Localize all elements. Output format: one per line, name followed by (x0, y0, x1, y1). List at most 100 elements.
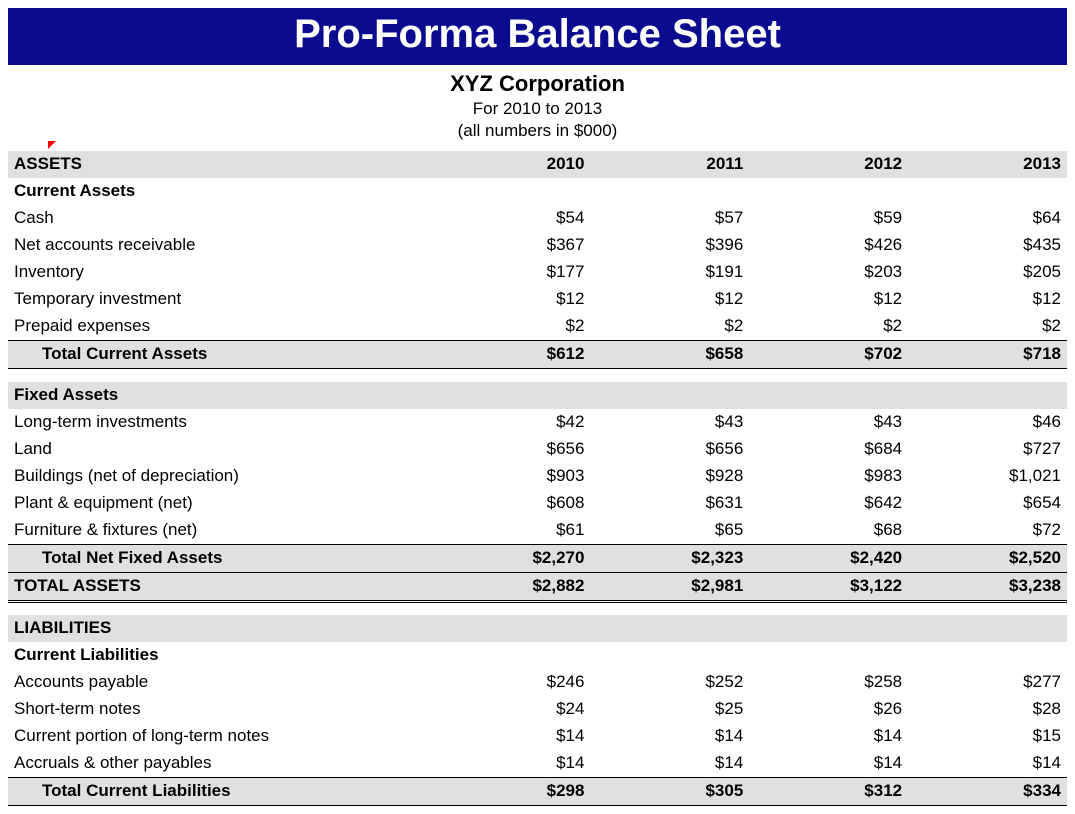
table-row: Accruals & other payables$14$14$14$14 (8, 750, 1067, 777)
row-label: Long-term investments (8, 409, 432, 436)
row-label: Prepaid expenses (8, 313, 432, 340)
cell-value: $298 (432, 777, 591, 805)
row-label: Cash (8, 205, 432, 232)
cell-value: $312 (749, 777, 908, 805)
cell-value: $2,882 (432, 572, 591, 601)
current-assets-title: Current Assets (8, 178, 1067, 205)
table-row: Short-term notes$24$25$26$28 (8, 696, 1067, 723)
cell-value: $642 (749, 490, 908, 517)
cell-value: $68 (749, 517, 908, 544)
cell-value: $3,238 (908, 572, 1067, 601)
cell-value: $14 (749, 750, 908, 777)
cell-value: $631 (590, 490, 749, 517)
title-text: Pro-Forma Balance Sheet (294, 12, 781, 56)
cell-value: $177 (432, 259, 591, 286)
cell-value: $2,981 (590, 572, 749, 601)
cell-value: $656 (590, 436, 749, 463)
cell-value: $191 (590, 259, 749, 286)
table-row: Net accounts receivable$367$396$426$435 (8, 232, 1067, 259)
cell-value: $15 (908, 723, 1067, 750)
table-row: Current portion of long-term notes$14$14… (8, 723, 1067, 750)
cell-value: $42 (432, 409, 591, 436)
year-2013: 2013 (908, 151, 1067, 178)
cell-value: $396 (590, 232, 749, 259)
table-row: Long-term investments$42$43$43$46 (8, 409, 1067, 436)
current-liabilities-header: Current Liabilities (8, 642, 1067, 669)
cell-value: $2,323 (590, 544, 749, 572)
table-row: Inventory$177$191$203$205 (8, 259, 1067, 286)
year-2010: 2010 (432, 151, 591, 178)
cell-value: $258 (749, 669, 908, 696)
row-label: Land (8, 436, 432, 463)
cell-value: $2 (908, 313, 1067, 340)
fixed-assets-header-row: Fixed Assets (8, 382, 1067, 409)
cell-value: $64 (908, 205, 1067, 232)
cell-value: $61 (432, 517, 591, 544)
cell-value: $654 (908, 490, 1067, 517)
table-row: Prepaid expenses$2$2$2$2 (8, 313, 1067, 340)
total-fixed-assets-row: Total Net Fixed Assets $2,270 $2,323 $2,… (8, 544, 1067, 572)
cell-comment-marker-icon (8, 141, 1067, 151)
row-label: Temporary investment (8, 286, 432, 313)
fixed-assets-title: Fixed Assets (8, 382, 1067, 409)
row-label: Short-term notes (8, 696, 432, 723)
total-current-assets-label: Total Current Assets (8, 340, 432, 368)
cell-value: $65 (590, 517, 749, 544)
cell-value: $54 (432, 205, 591, 232)
cell-value: $2,520 (908, 544, 1067, 572)
cell-value: $59 (749, 205, 908, 232)
cell-value: $612 (432, 340, 591, 368)
total-fixed-assets-label: Total Net Fixed Assets (8, 544, 432, 572)
row-label: Inventory (8, 259, 432, 286)
current-liabilities-title: Current Liabilities (8, 642, 1067, 669)
row-label: Plant & equipment (net) (8, 490, 432, 517)
cell-value: $2 (432, 313, 591, 340)
table-row: Buildings (net of depreciation)$903$928$… (8, 463, 1067, 490)
row-label: Net accounts receivable (8, 232, 432, 259)
cell-value: $2 (749, 313, 908, 340)
cell-value: $12 (432, 286, 591, 313)
cell-value: $608 (432, 490, 591, 517)
cell-value: $43 (590, 409, 749, 436)
units-line: (all numbers in $000) (8, 121, 1067, 141)
cell-value: $14 (908, 750, 1067, 777)
cell-value: $718 (908, 340, 1067, 368)
liabilities-header-row: LIABILITIES (8, 615, 1067, 642)
cell-value: $25 (590, 696, 749, 723)
total-current-assets-row: Total Current Assets $612 $658 $702 $718 (8, 340, 1067, 368)
table-row: Plant & equipment (net)$608$631$642$654 (8, 490, 1067, 517)
table-row: Land$656$656$684$727 (8, 436, 1067, 463)
cell-value: $305 (590, 777, 749, 805)
row-label: Furniture & fixtures (net) (8, 517, 432, 544)
cell-value: $46 (908, 409, 1067, 436)
row-label: Accruals & other payables (8, 750, 432, 777)
cell-value: $12 (749, 286, 908, 313)
balance-sheet-table: ASSETS 2010 2011 2012 2013 Current Asset… (8, 151, 1067, 806)
table-row: Temporary investment$12$12$12$12 (8, 286, 1067, 313)
table-row: Furniture & fixtures (net)$61$65$68$72 (8, 517, 1067, 544)
cell-value: $727 (908, 436, 1067, 463)
cell-value: $57 (590, 205, 749, 232)
row-label: Buildings (net of depreciation) (8, 463, 432, 490)
cell-value: $367 (432, 232, 591, 259)
cell-value: $205 (908, 259, 1067, 286)
period-line: For 2010 to 2013 (8, 99, 1067, 119)
cell-value: $658 (590, 340, 749, 368)
cell-value: $426 (749, 232, 908, 259)
cell-value: $246 (432, 669, 591, 696)
total-current-liabilities-label: Total Current Liabilities (8, 777, 432, 805)
cell-value: $702 (749, 340, 908, 368)
title-banner: Pro-Forma Balance Sheet (8, 8, 1067, 65)
cell-value: $252 (590, 669, 749, 696)
column-header-row: ASSETS 2010 2011 2012 2013 (8, 151, 1067, 178)
current-assets-header: Current Assets (8, 178, 1067, 205)
cell-value: $277 (908, 669, 1067, 696)
cell-value: $14 (590, 723, 749, 750)
cell-value: $14 (590, 750, 749, 777)
cell-value: $334 (908, 777, 1067, 805)
row-label: Accounts payable (8, 669, 432, 696)
cell-value: $903 (432, 463, 591, 490)
cell-value: $684 (749, 436, 908, 463)
cell-value: $12 (590, 286, 749, 313)
company-name: XYZ Corporation (8, 71, 1067, 97)
